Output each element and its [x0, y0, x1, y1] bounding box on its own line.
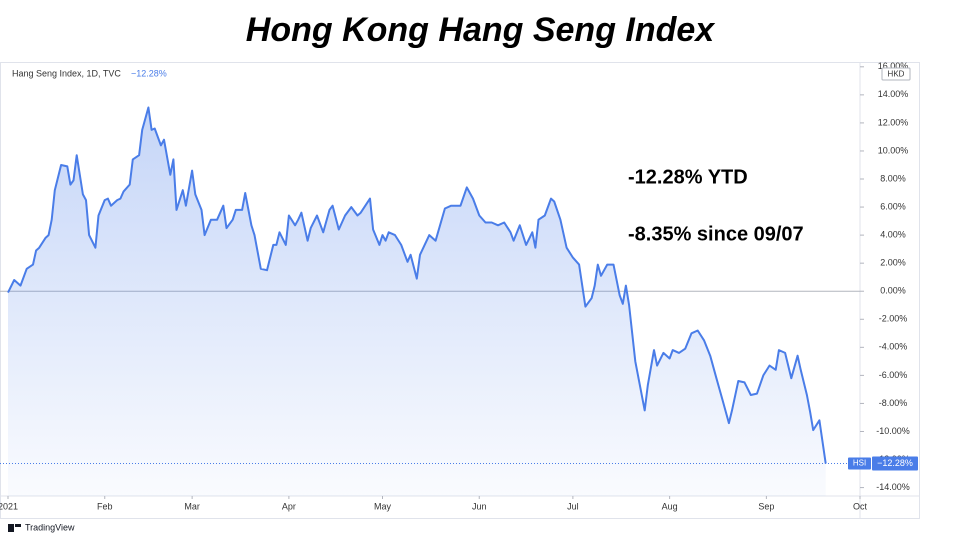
x-tick-label: Sep	[758, 501, 774, 511]
currency-label: HKD	[888, 70, 905, 79]
y-tick-label: 6.00%	[880, 201, 906, 211]
currency-box	[881, 67, 911, 81]
source-logo: TradingView	[8, 522, 75, 532]
x-tick-label: Mar	[184, 501, 200, 511]
symbol-label: HSI	[853, 459, 866, 468]
x-tick-label: Jul	[567, 501, 579, 511]
y-tick-label: 4.00%	[880, 229, 906, 239]
y-tick-label: -2.00%	[879, 314, 908, 324]
logo-icon	[8, 524, 14, 532]
y-tick-label: -8.00%	[879, 398, 908, 408]
logo-icon	[15, 524, 21, 527]
area-fill	[8, 107, 826, 496]
y-tick-label: -14.00%	[876, 482, 910, 492]
x-tick-label: May	[374, 501, 392, 511]
y-tick-label: 0.00%	[880, 286, 906, 296]
y-tick-label: 12.00%	[878, 117, 909, 127]
x-tick-label: 2021	[0, 501, 18, 511]
y-tick-label: 10.00%	[878, 145, 909, 155]
price-line	[7, 106, 827, 464]
y-tick-label: 16.00%	[878, 61, 909, 71]
y-tick-label: 14.00%	[878, 89, 909, 99]
x-tick-label: Oct	[853, 501, 868, 511]
annotation: -12.28% YTD	[628, 166, 748, 188]
x-tick-label: Feb	[97, 501, 113, 511]
legend-value: −12.28%	[131, 68, 167, 78]
chart-subtitle: Hang Seng Index, 1D, TVC	[12, 68, 121, 78]
x-tick-label: Aug	[662, 501, 678, 511]
value-badge	[872, 456, 918, 471]
annotation: -8.35% since 09/07	[628, 223, 804, 245]
y-tick-label: 2.00%	[880, 258, 906, 268]
value-badge-label: −12.28%	[877, 458, 913, 468]
chart-title: Hong Kong Hang Seng Index	[246, 11, 717, 49]
y-tick-label: -6.00%	[879, 370, 908, 380]
y-tick-label: -10.00%	[876, 426, 910, 436]
y-tick-label: 8.00%	[880, 173, 906, 183]
overlay: HSI −12.28% HKD	[848, 67, 918, 471]
plot-area	[0, 106, 860, 496]
y-tick-label: -4.00%	[879, 342, 908, 352]
symbol-badge	[848, 457, 871, 470]
x-tick-label: Jun	[472, 501, 487, 511]
chart-frame	[0, 62, 920, 519]
x-tick-label: Apr	[282, 501, 296, 511]
source-text: TradingView	[25, 522, 75, 532]
